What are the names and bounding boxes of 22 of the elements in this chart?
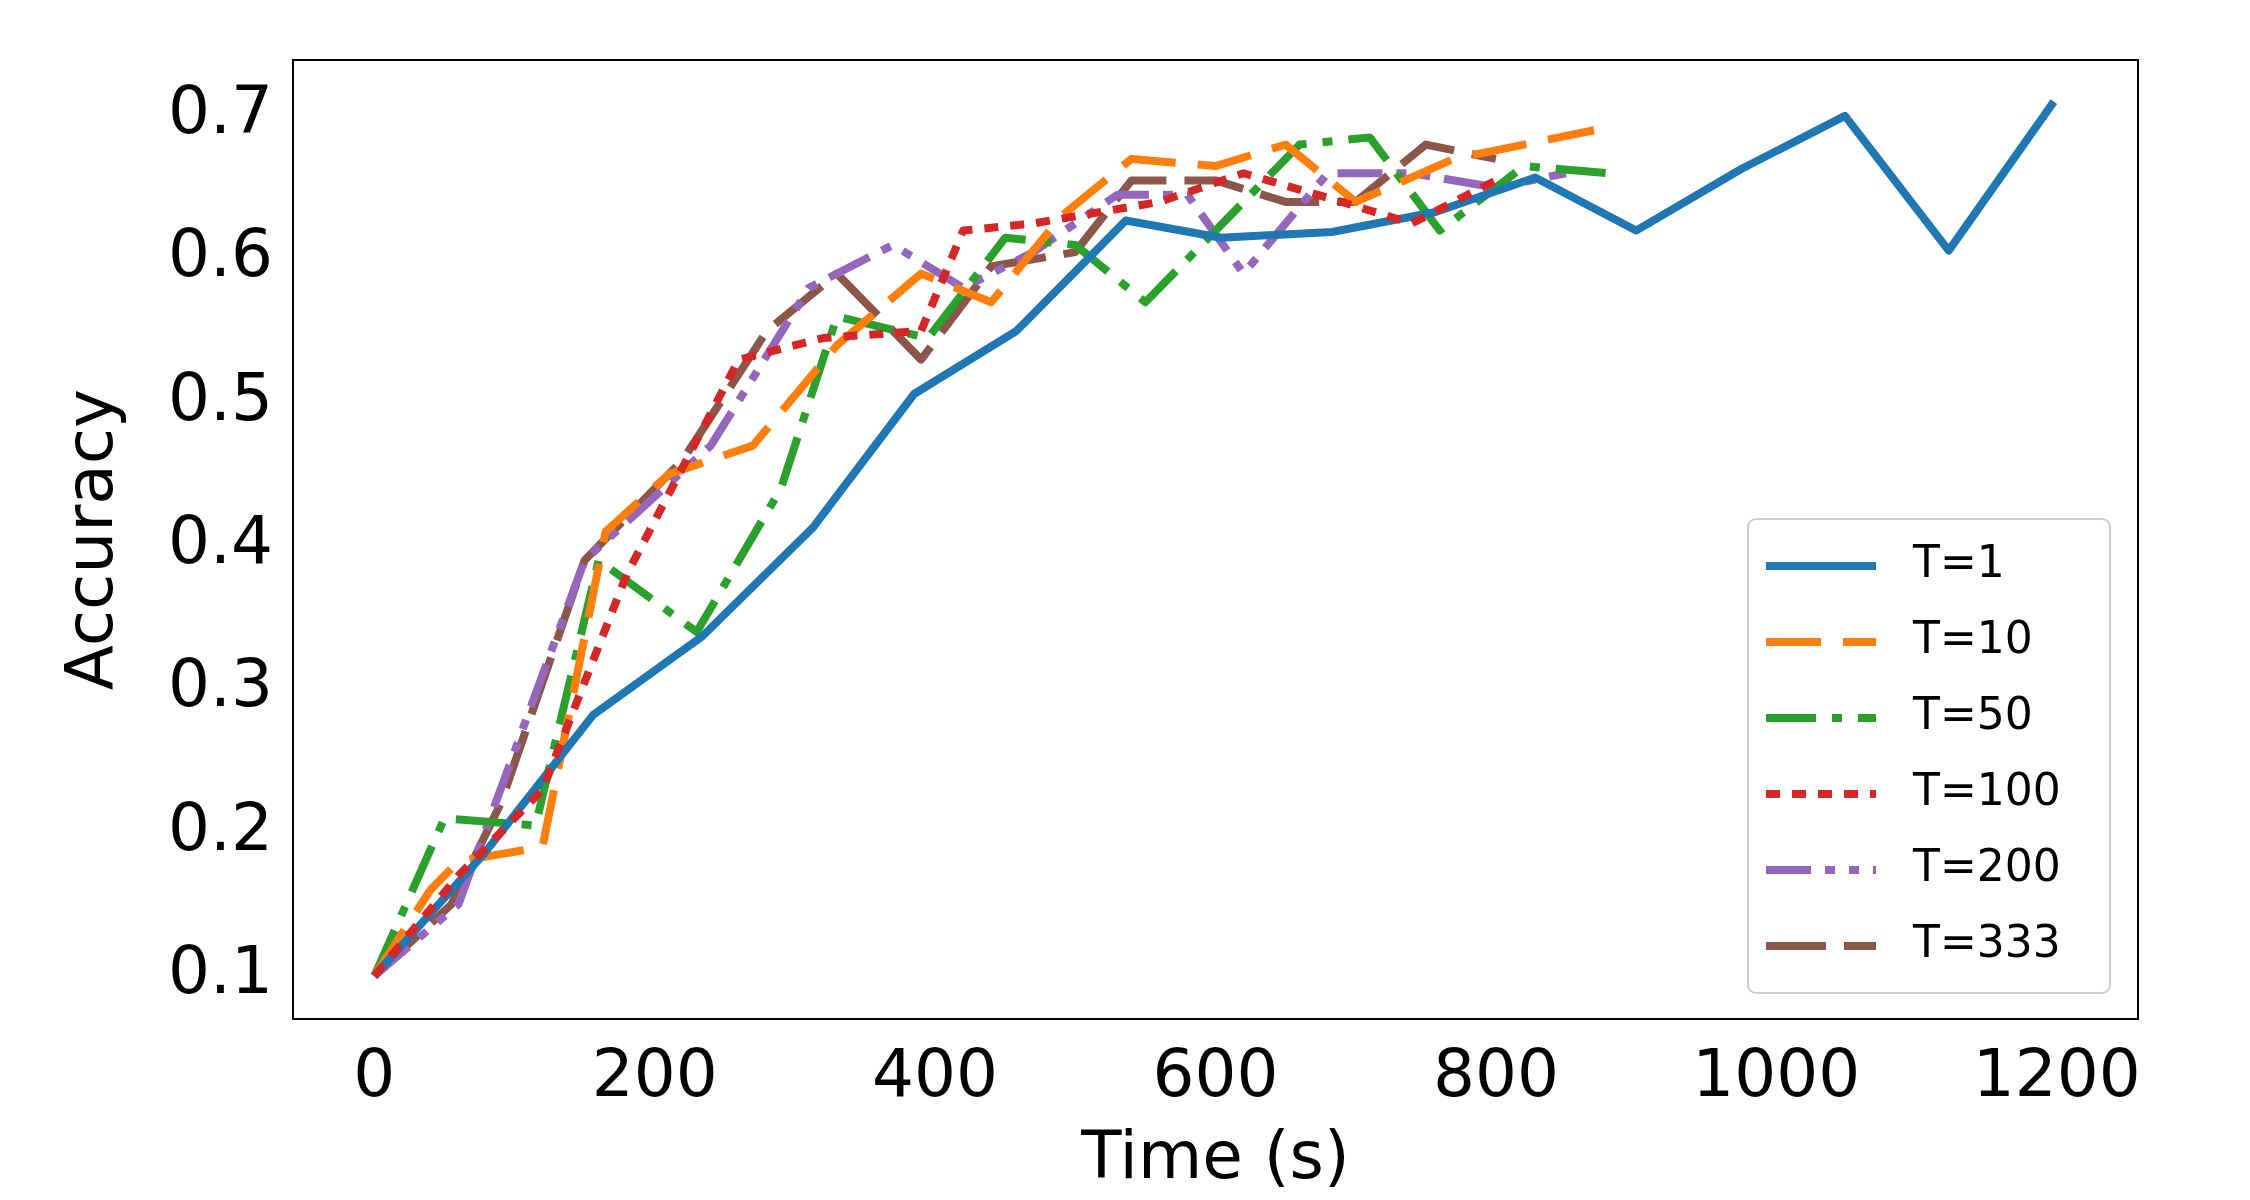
legend-label: T=10: [1912, 612, 2033, 664]
y-tick-label: 0.4: [168, 502, 273, 580]
x-tick-label: 1200: [1972, 1034, 2141, 1112]
x-tick-label: 600: [1152, 1034, 1279, 1112]
y-axis-title: Accuracy: [50, 388, 128, 691]
x-tick-label: 400: [872, 1034, 999, 1112]
x-tick-label: 0: [353, 1034, 396, 1112]
legend-label: T=100: [1912, 764, 2061, 816]
x-tick-label: 1000: [1692, 1034, 1861, 1112]
legend-label: T=50: [1912, 688, 2033, 740]
y-tick-label: 0.6: [168, 215, 273, 293]
x-tick-label: 200: [591, 1034, 718, 1112]
legend-label: T=333: [1912, 916, 2061, 968]
y-tick-label: 0.2: [168, 788, 273, 866]
y-tick-label: 0.1: [168, 932, 273, 1010]
y-tick-label: 0.5: [168, 358, 273, 436]
y-tick-label: 0.3: [168, 645, 273, 723]
y-tick-label: 0.7: [168, 72, 273, 150]
legend-label: T=200: [1912, 840, 2061, 892]
x-tick-label: 800: [1432, 1034, 1559, 1112]
legend-label: T=1: [1912, 536, 2005, 588]
x-axis-title: Time (s): [1080, 1116, 1350, 1194]
